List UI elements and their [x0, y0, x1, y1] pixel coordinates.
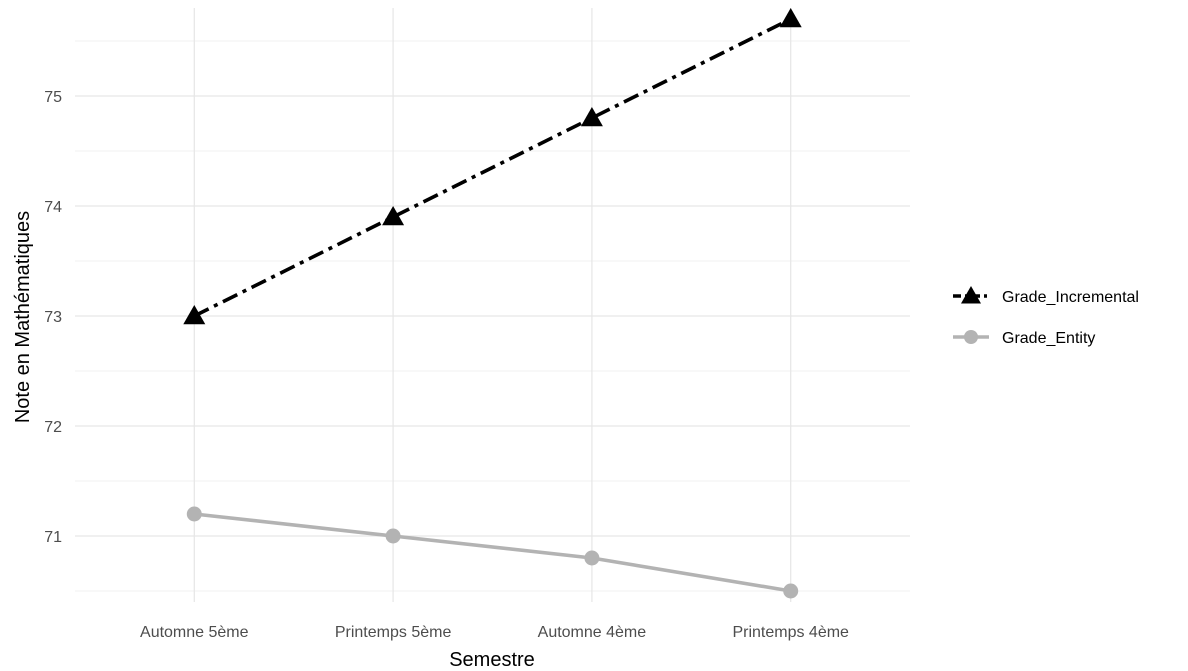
series-line-grade-incremental: [193, 17, 792, 318]
data-point-triangle: [183, 305, 206, 325]
x-tick-label: Printemps 5ème: [335, 624, 452, 641]
x-axis-title: Semestre: [449, 649, 535, 671]
legend: Grade_Incremental Grade_Entity: [953, 286, 1139, 347]
legend-label: Grade_Entity: [1002, 330, 1095, 347]
series-layer: [183, 8, 802, 599]
y-tick-label: 71: [44, 529, 62, 546]
y-axis-tick-labels: 71 72 73 74 75: [44, 89, 62, 546]
data-point-triangle: [580, 107, 603, 127]
data-point-circle: [385, 528, 401, 544]
y-tick-label: 75: [44, 89, 62, 106]
data-point-triangle: [961, 286, 981, 304]
y-tick-label: 72: [44, 419, 62, 436]
data-point-circle: [964, 330, 978, 344]
minor-gridlines: [75, 40, 910, 592]
y-axis-title: Note en Mathématiques: [12, 211, 34, 423]
y-tick-label: 73: [44, 309, 62, 326]
data-point-circle: [584, 550, 600, 566]
x-tick-label: Printemps 4ème: [732, 624, 849, 641]
legend-label: Grade_Incremental: [1002, 289, 1139, 306]
data-point-circle: [783, 583, 799, 599]
data-point-circle: [186, 506, 202, 522]
x-axis-tick-labels: Automne 5ème Printemps 5ème Automne 4ème Pr…: [140, 624, 849, 641]
data-point-triangle: [779, 8, 802, 28]
data-point-triangle: [382, 206, 405, 226]
x-tick-label: Automne 4ème: [538, 624, 647, 641]
y-tick-label: 74: [44, 199, 62, 216]
x-tick-label: Automne 5ème: [140, 624, 249, 641]
series-line-grade-entity: [194, 512, 792, 593]
major-gridlines: [75, 8, 910, 602]
